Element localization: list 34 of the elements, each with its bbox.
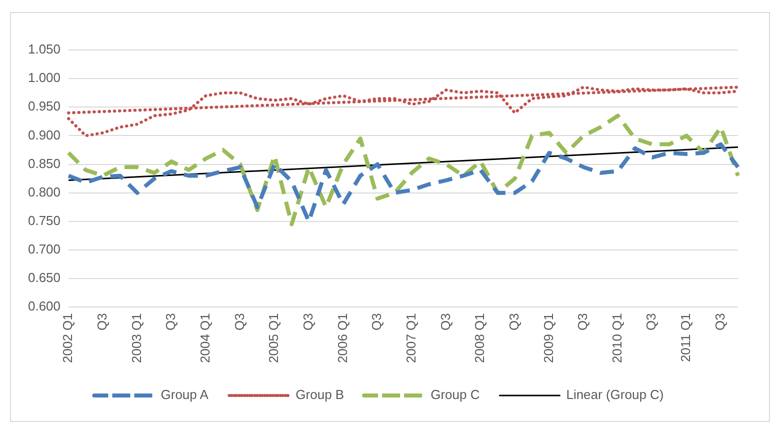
x-tick-label: Q3 (712, 313, 728, 330)
x-tick-label: 2002 Q1 (60, 313, 76, 363)
legend-label: Group B (296, 387, 344, 402)
y-tick-label: 1.000 (28, 70, 61, 86)
legend-label: Linear (Group C) (566, 387, 664, 402)
x-tick-label: Q3 (438, 313, 453, 330)
legend-label: Group C (430, 387, 480, 402)
x-tick-label: Q3 (300, 313, 316, 330)
x-tick-label: Q3 (163, 313, 178, 330)
x-tick-label: Q3 (94, 313, 110, 330)
x-tick-label: 2007 Q1 (403, 313, 418, 363)
y-tick-label: 0.800 (28, 184, 61, 200)
x-tick-label: 2010 Q1 (609, 313, 624, 363)
x-tick-label: 2009 Q1 (540, 313, 556, 363)
y-tick-label: 0.750 (28, 212, 61, 228)
x-tick-label: Q3 (369, 313, 384, 330)
x-tick-label: Q3 (506, 313, 522, 330)
x-tick-label: 2003 Q1 (128, 313, 144, 363)
x-tick-label: Q3 (232, 313, 247, 330)
y-tick-label: 0.650 (28, 270, 61, 286)
y-tick-label: 0.900 (28, 127, 61, 142)
x-tick-label: Q3 (644, 313, 659, 330)
y-tick-label: 0.700 (28, 242, 61, 257)
x-tick-label: 2011 Q1 (678, 313, 694, 362)
x-tick-label: 2005 Q1 (266, 313, 282, 363)
x-tick-label: 2008 Q1 (472, 313, 488, 363)
legend-label: Group A (160, 387, 209, 402)
x-tick-label: Q3 (575, 313, 590, 330)
y-tick-label: 0.850 (28, 156, 61, 171)
x-tick-label: 2004 Q1 (197, 313, 212, 363)
y-tick-label: 0.950 (28, 98, 61, 114)
y-tick-label: 1.050 (28, 42, 61, 57)
x-tick-label: 2006 Q1 (334, 313, 350, 363)
y-tick-label: 0.600 (28, 298, 61, 314)
